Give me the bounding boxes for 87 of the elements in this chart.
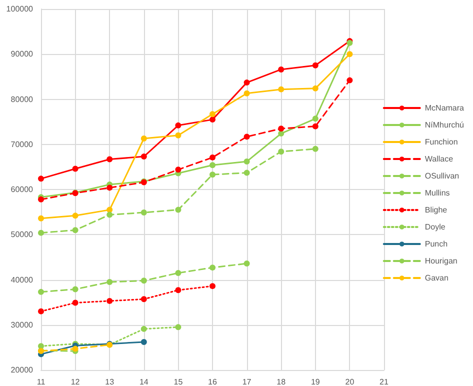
point [312, 116, 318, 122]
point [278, 148, 284, 155]
point [210, 116, 216, 123]
point [106, 184, 113, 191]
legend-label: NíMhurchú [424, 120, 464, 130]
point [312, 62, 318, 68]
point [72, 166, 78, 172]
point [210, 264, 216, 271]
legend-label: Blighe [424, 206, 448, 214]
y-tick-label: 100000 [6, 4, 34, 14]
point [312, 85, 318, 92]
x-tick-label: 21 [380, 378, 389, 386]
point [346, 51, 353, 58]
x-tick-label: 13 [105, 378, 115, 386]
point [140, 326, 147, 332]
point [244, 134, 250, 140]
point [140, 136, 147, 142]
point [106, 206, 113, 213]
point [106, 279, 113, 286]
y-tick-label: 40000 [10, 275, 34, 284]
point [106, 298, 113, 304]
point [244, 80, 250, 86]
point [72, 212, 78, 219]
point [278, 130, 284, 137]
point [175, 122, 182, 128]
point [278, 126, 284, 132]
legend-label: OSullivan [424, 172, 460, 180]
point [38, 308, 44, 314]
point [312, 123, 318, 130]
legend-label: Gavan [424, 274, 448, 282]
point [244, 158, 250, 165]
y-tick-label: 20000 [10, 366, 34, 374]
x-tick-label: 11 [36, 378, 46, 386]
point [72, 300, 78, 306]
point [106, 156, 113, 162]
legend-label: McNamara [424, 104, 465, 112]
point [140, 296, 147, 302]
point [175, 206, 182, 213]
y-tick-label: 90000 [10, 50, 34, 59]
y-tick-label: 60000 [10, 185, 34, 194]
point [72, 286, 78, 292]
point [175, 324, 182, 330]
point [140, 210, 147, 216]
point [210, 162, 216, 168]
x-tick-label: 19 [310, 378, 320, 386]
point [210, 111, 216, 118]
legend-label: Doyle [424, 222, 446, 232]
point [278, 86, 284, 92]
point [210, 283, 216, 290]
point [140, 154, 147, 160]
point [210, 154, 216, 160]
legend-label: Wallace [424, 154, 454, 164]
point [38, 215, 44, 222]
point [140, 339, 147, 346]
point [210, 172, 216, 178]
legend-label: Mullins [424, 188, 450, 198]
x-tick-label: 20 [345, 378, 355, 386]
legend-label: Punch [424, 240, 448, 248]
x-tick-label: 15 [174, 378, 184, 386]
point [175, 287, 182, 294]
point [38, 176, 44, 182]
point [140, 278, 147, 284]
x-tick-label: 14 [139, 378, 149, 386]
x-tick-label: 12 [70, 378, 80, 386]
point [346, 77, 353, 84]
point [244, 170, 250, 176]
point [175, 166, 182, 173]
x-tick-label: 16 [208, 378, 218, 386]
point [244, 260, 250, 267]
point [38, 288, 44, 295]
point [278, 66, 284, 72]
x-tick-label: 18 [276, 378, 286, 386]
point [175, 270, 182, 276]
point [38, 230, 44, 236]
point [72, 227, 78, 234]
point [312, 146, 318, 152]
x-tick-label: 17 [242, 378, 252, 386]
point [175, 132, 182, 138]
point [72, 346, 78, 352]
y-tick-label: 80000 [10, 94, 34, 104]
y-tick-label: 50000 [10, 230, 34, 240]
y-tick-label: 30000 [10, 320, 34, 330]
legend-label: Funchion [424, 138, 458, 146]
legend-label: Hourigan [424, 256, 458, 266]
point [244, 90, 250, 96]
point [106, 212, 113, 218]
y-tick-label: 70000 [10, 140, 34, 149]
